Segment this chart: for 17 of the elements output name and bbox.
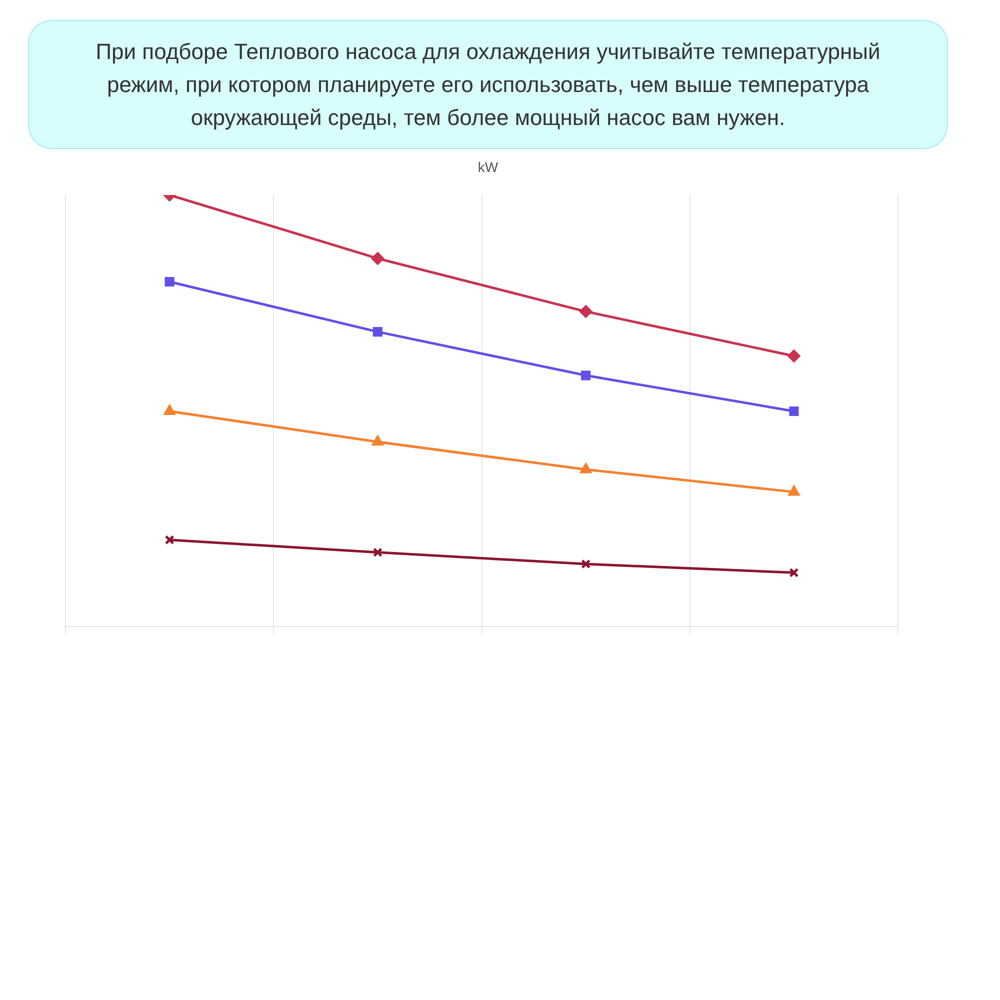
point [581, 559, 591, 569]
point [788, 350, 800, 362]
point [789, 406, 799, 416]
point [788, 486, 800, 496]
point [789, 568, 799, 578]
point [372, 548, 382, 558]
point [581, 370, 591, 380]
point [164, 276, 174, 287]
point [164, 535, 174, 545]
point [371, 252, 384, 265]
chart-title: При подборе Теплового насоса для охлаждения учитывайте температурный режим, при котором планируете его использовать, чем выше температура окружающей среды, тем более мощный насос вам нужен. [28, 20, 948, 149]
point [580, 463, 592, 474]
text: kW [476, 159, 500, 175]
point [372, 436, 384, 446]
point [372, 327, 382, 337]
point [580, 305, 592, 318]
point [164, 404, 176, 415]
